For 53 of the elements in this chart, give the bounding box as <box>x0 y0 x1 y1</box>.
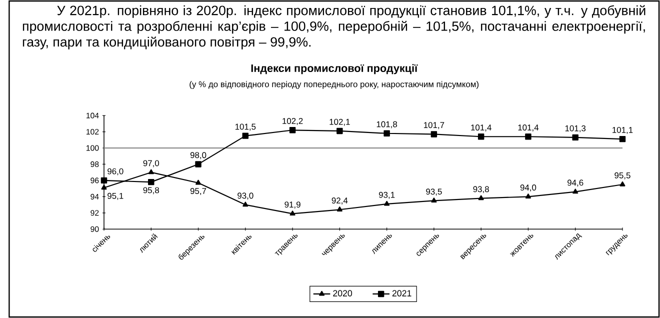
data-label: 94,6 <box>568 180 584 187</box>
point <box>195 161 202 168</box>
point <box>478 195 484 200</box>
point <box>384 200 390 206</box>
point <box>336 206 342 212</box>
data-label: 93,1 <box>378 192 395 199</box>
point <box>431 198 437 203</box>
data-label: 102,2 <box>282 118 303 126</box>
data-label: 101,8 <box>376 121 398 128</box>
point <box>620 181 626 186</box>
point <box>336 128 343 134</box>
data-label: 101,3 <box>565 125 586 132</box>
point <box>148 169 154 174</box>
data-label: 101,7 <box>424 122 444 130</box>
point <box>525 194 531 198</box>
point <box>572 188 578 194</box>
legend-label: 2020 <box>333 290 352 296</box>
data-label: 98,0 <box>190 152 206 160</box>
point <box>478 134 484 140</box>
data-label: 94,0 <box>520 184 536 192</box>
data-label: 95,7 <box>190 188 206 195</box>
point <box>430 131 438 138</box>
point <box>101 184 107 190</box>
data-label: 93,5 <box>426 188 442 196</box>
data-label: 101,4 <box>471 124 492 132</box>
data-label: 96,0 <box>108 168 124 176</box>
data-label: 93,8 <box>473 186 489 194</box>
chart-title: Індекси промислової продукції <box>251 64 418 74</box>
point <box>148 178 154 186</box>
point <box>525 134 532 140</box>
point <box>242 132 249 139</box>
text: У 2021р. порівняно із 2020р. індекс промислової продукції становив 101,1%, у т.ч. у добувній промисловості та розробленні кар’єрів – 100,9%, переробній – 101,5%, постачанні електроенергії, газу, пари та кондиційованого повітря – 99,9%. <box>22 5 646 50</box>
data-label: 101,5 <box>235 124 256 131</box>
data-label: 91,9 <box>284 202 300 209</box>
legend-label: 2021 <box>392 290 412 296</box>
point <box>619 136 626 142</box>
point <box>196 180 202 185</box>
point <box>289 127 296 134</box>
data-label: 101,4 <box>518 124 539 132</box>
point <box>242 202 248 207</box>
data-label: 101,1 <box>612 126 633 134</box>
data-label: 93,0 <box>238 192 254 200</box>
data-label: 102,1 <box>330 118 350 126</box>
chart-subtitle: (у % до відповідного періоду попереднього року, наростаючим підсумком) <box>190 80 479 89</box>
point <box>572 134 578 141</box>
data-label: 92,4 <box>332 198 348 205</box>
data-label: 95,1 <box>108 192 124 200</box>
point <box>290 210 296 216</box>
data-label: 95,8 <box>143 187 159 194</box>
data-label: 95,5 <box>614 172 630 180</box>
point <box>100 177 108 184</box>
point <box>384 130 390 137</box>
data-label: 97,0 <box>143 160 160 168</box>
